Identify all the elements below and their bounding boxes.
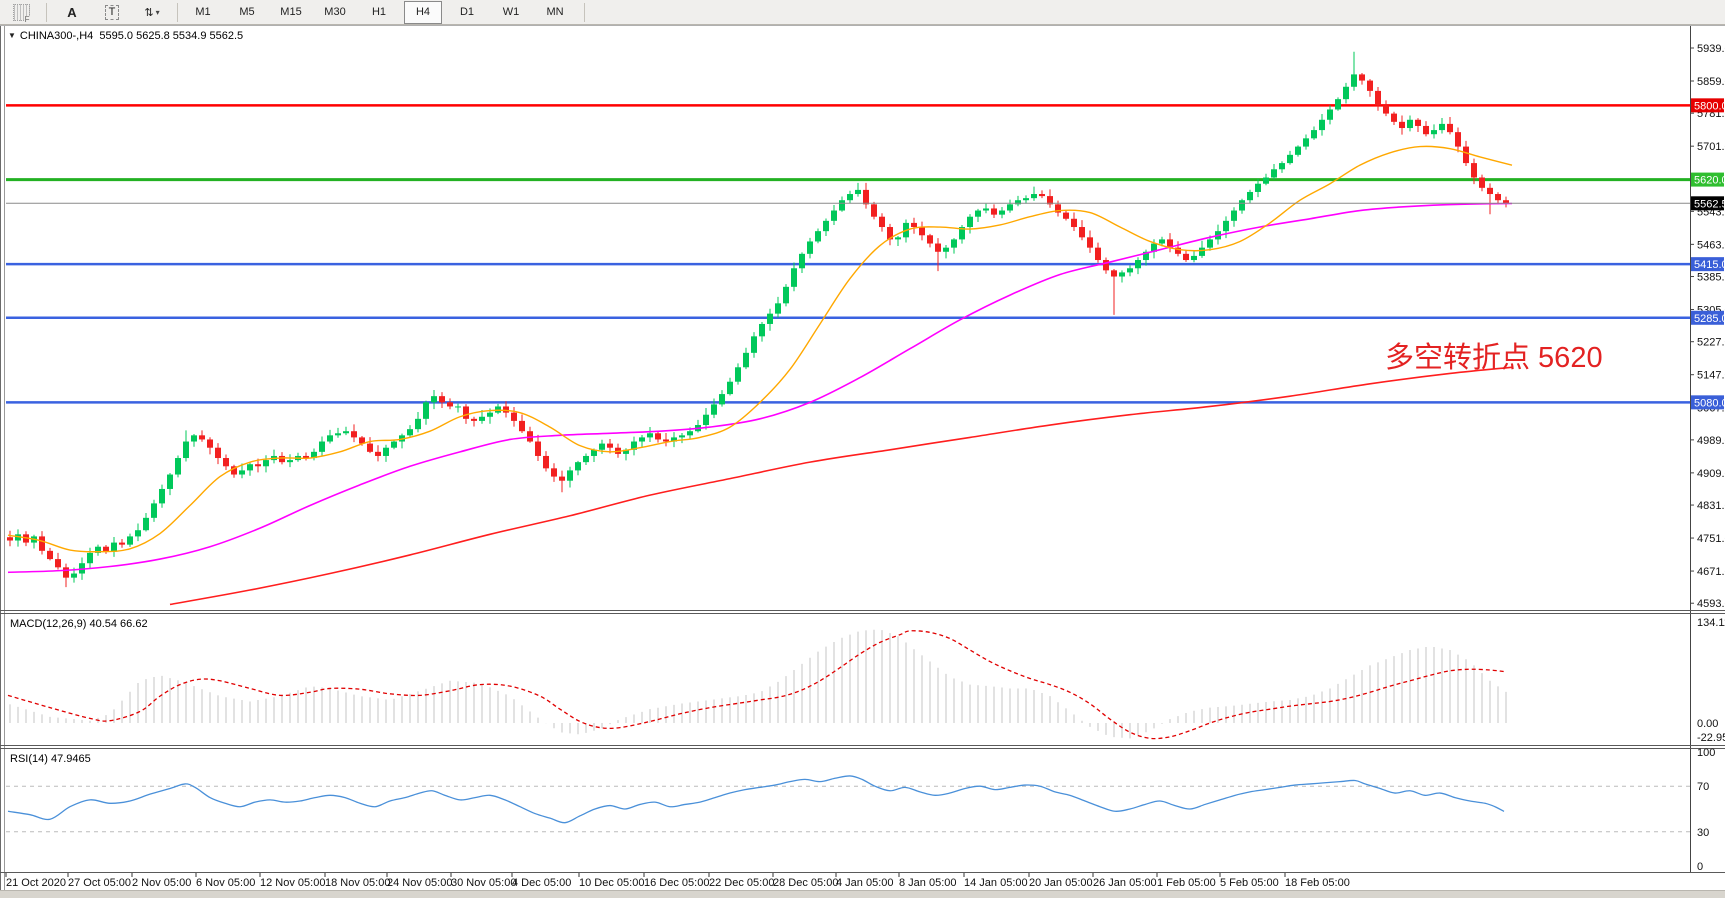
macd-axis-label: 134.11 bbox=[1697, 617, 1725, 629]
rsi-line bbox=[7, 775, 1505, 824]
timeframe-m5[interactable]: M5 bbox=[239, 6, 255, 18]
time-tick-label: 5 Feb 05:00 bbox=[1220, 877, 1279, 889]
annotate-a-button[interactable]: A bbox=[67, 4, 77, 20]
price-tick-label: 5227.0 bbox=[1697, 337, 1725, 349]
price-badge-label: 5415.0 bbox=[1694, 259, 1725, 271]
price-tick-label: 5939.0 bbox=[1697, 43, 1725, 55]
time-tick-label: 22 Dec 05:00 bbox=[709, 877, 774, 889]
time-tick-label: 24 Nov 05:00 bbox=[387, 877, 452, 889]
price-annotation[interactable]: 多空转折点 5620 bbox=[1385, 342, 1603, 374]
toolbar: F A T ⇅ ▾ M1 M5 M15 M30 H1 H4 D1 W1 MN bbox=[0, 0, 1725, 25]
time-tick-label: 2 Nov 05:00 bbox=[132, 877, 191, 889]
rsi-axis-label: 0 bbox=[1697, 861, 1703, 873]
chart-title: ▼ CHINA300-,H4 5595.0 5625.8 5534.9 5562.… bbox=[8, 30, 243, 42]
ma-mid-line bbox=[7, 202, 1513, 574]
status-strip bbox=[0, 890, 1725, 898]
price-axis[interactable]: 5939.05859.05781.05701.05543.05463.05385… bbox=[1690, 43, 1725, 610]
ma-slow-line bbox=[169, 366, 1513, 606]
price-badge bbox=[1691, 172, 1724, 187]
time-tick-label: 26 Jan 05:00 bbox=[1093, 877, 1157, 889]
price-badge bbox=[1691, 395, 1724, 410]
candlesticks bbox=[7, 51, 1509, 588]
grid-icon: F bbox=[12, 3, 30, 24]
horizontal-levels bbox=[6, 104, 1690, 404]
moving-averages bbox=[7, 145, 1513, 606]
timeframe-h4[interactable]: H4 bbox=[404, 0, 442, 24]
ohlc-values: 5595.0 5625.8 5534.9 5562.5 bbox=[99, 30, 244, 42]
time-tick-label: 8 Jan 05:00 bbox=[899, 877, 957, 889]
time-tick-label: 10 Dec 05:00 bbox=[579, 877, 644, 889]
timeframe-h1[interactable]: H1 bbox=[371, 6, 387, 18]
symbol-title: CHINA300-,H4 bbox=[19, 30, 94, 42]
cycle-arrows-icon: ⇅ bbox=[144, 6, 153, 19]
price-tick-label: 4671.0 bbox=[1697, 566, 1725, 578]
price-tick-label: 4909.0 bbox=[1697, 468, 1725, 480]
time-tick-label: 14 Jan 05:00 bbox=[964, 877, 1028, 889]
price-badge bbox=[1691, 98, 1724, 113]
timeframe-m1[interactable]: M1 bbox=[195, 6, 211, 18]
toolbar-separator bbox=[46, 2, 47, 22]
time-tick-label: 28 Dec 05:00 bbox=[773, 877, 838, 889]
price-badge bbox=[1691, 257, 1724, 272]
rsi-axis-label: 100 bbox=[1697, 747, 1715, 759]
price-tick-label: 5147.0 bbox=[1697, 370, 1725, 382]
timeframe-m30[interactable]: M30 bbox=[324, 6, 346, 18]
price-tick-label: 5385.0 bbox=[1697, 272, 1725, 284]
time-tick-label: 1 Feb 05:00 bbox=[1157, 877, 1216, 889]
time-tick-label: 12 Nov 05:00 bbox=[260, 877, 325, 889]
price-badge bbox=[1691, 310, 1724, 325]
chevron-down-icon: ▾ bbox=[155, 7, 160, 17]
price-tick-label: 5859.0 bbox=[1697, 76, 1725, 88]
macd-signal-line bbox=[7, 630, 1507, 740]
rsi-axis-label: 30 bbox=[1697, 827, 1709, 839]
macd-axis-label: -22.95 bbox=[1697, 732, 1725, 744]
annotate-t-button[interactable]: T bbox=[93, 1, 131, 24]
rsi-panel[interactable]: 100 70 30 0 bbox=[6, 747, 1715, 873]
price-tick-label: 4593.0 bbox=[1697, 598, 1725, 610]
collapse-arrow-icon[interactable]: ▼ bbox=[8, 31, 16, 40]
time-tick-label: 4 Dec 05:00 bbox=[512, 877, 571, 889]
time-tick-label: 20 Jan 05:00 bbox=[1029, 877, 1093, 889]
price-tick-label: 5701.0 bbox=[1697, 141, 1725, 153]
time-tick-label: 21 Oct 2020 bbox=[6, 877, 66, 889]
macd-indicator-label: MACD(12,26,9) 40.54 66.62 bbox=[10, 618, 148, 630]
price-badge-label: 5800.0 bbox=[1694, 100, 1725, 112]
grid-f-icon[interactable]: F bbox=[2, 1, 40, 24]
price-tick-label: 4831.0 bbox=[1697, 500, 1725, 512]
time-tick-label: 4 Jan 05:00 bbox=[836, 877, 894, 889]
cycle-symbols-button[interactable]: ⇅ ▾ bbox=[133, 1, 171, 24]
price-badge-label: 5620.0 bbox=[1694, 175, 1725, 187]
time-tick-label: 16 Dec 05:00 bbox=[644, 877, 709, 889]
time-tick-label: 6 Nov 05:00 bbox=[196, 877, 255, 889]
rsi-indicator-label: RSI(14) 47.9465 bbox=[10, 753, 91, 765]
timeframe-group: M1 M5 M15 M30 H1 H4 D1 W1 MN bbox=[184, 0, 574, 24]
price-badge-label: 5285.0 bbox=[1694, 313, 1725, 325]
toolbar-separator bbox=[177, 2, 178, 22]
price-tick-label: 5463.0 bbox=[1697, 239, 1725, 251]
price-tick-label: 4751.0 bbox=[1697, 533, 1725, 545]
toolbar-separator bbox=[584, 2, 585, 22]
macd-axis-label: 0.00 bbox=[1697, 718, 1718, 730]
timeframe-d1[interactable]: D1 bbox=[459, 6, 475, 18]
timeframe-mn[interactable]: MN bbox=[546, 6, 564, 18]
ma-fast-line bbox=[7, 145, 1513, 553]
price-badge-label: 5080.0 bbox=[1694, 397, 1725, 409]
time-axis[interactable]: 21 Oct 2020 27 Oct 05:00 2 Nov 05:00 6 Nov … bbox=[5, 873, 1350, 889]
time-tick-label: 18 Feb 05:00 bbox=[1285, 877, 1350, 889]
timeframe-w1[interactable]: W1 bbox=[502, 6, 520, 18]
price-badge bbox=[1691, 196, 1724, 211]
macd-panel[interactable]: 134.11 0.00 -22.95 bbox=[7, 617, 1725, 744]
time-tick-label: 18 Nov 05:00 bbox=[325, 877, 390, 889]
rsi-axis-label: 70 bbox=[1697, 781, 1709, 793]
time-tick-label: 30 Nov 05:00 bbox=[451, 877, 516, 889]
price-tick-label: 4989.0 bbox=[1697, 435, 1725, 447]
timeframe-m15[interactable]: M15 bbox=[280, 6, 302, 18]
price-badge-label: 5562.5 bbox=[1694, 198, 1725, 210]
time-tick-label: 27 Oct 05:00 bbox=[68, 877, 131, 889]
